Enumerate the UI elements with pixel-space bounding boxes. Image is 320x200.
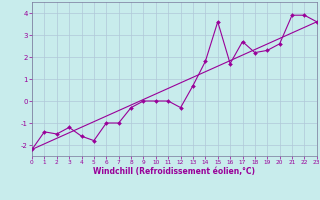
- X-axis label: Windchill (Refroidissement éolien,°C): Windchill (Refroidissement éolien,°C): [93, 167, 255, 176]
